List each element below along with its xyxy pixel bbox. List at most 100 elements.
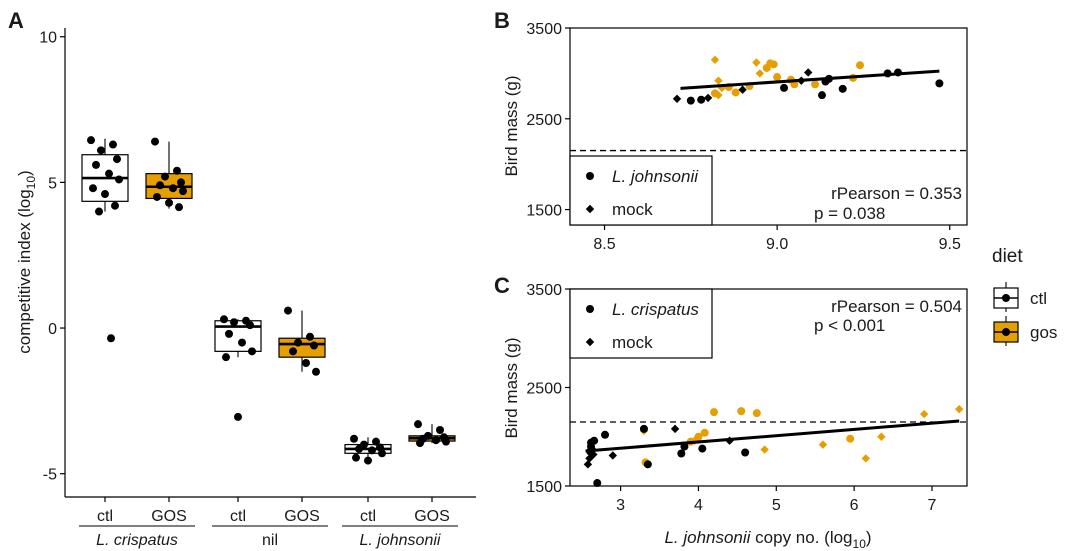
b-point	[714, 76, 723, 85]
box-point	[87, 136, 95, 145]
diet-legend: diet ctl gos	[992, 246, 1057, 346]
c-legend-marker	[586, 305, 594, 313]
b-point	[838, 84, 847, 93]
box-point	[289, 347, 297, 356]
diet-legend-dot	[1002, 328, 1010, 336]
box-point	[101, 190, 109, 199]
panel-b-stat-r: rPearson = 0.353	[831, 184, 962, 203]
box-point	[113, 155, 121, 164]
c-y-tick-label: 3500	[526, 282, 562, 299]
c-point	[601, 430, 610, 439]
box-point	[222, 353, 230, 362]
box-gos	[278, 337, 326, 358]
panel-a-x-tick-label: GOS	[284, 508, 320, 525]
diet-legend-dot	[1002, 294, 1010, 302]
b-point	[752, 58, 761, 67]
diet-legend-items: ctl gos	[993, 282, 1057, 346]
panel-a-x-tick-label: ctl	[97, 508, 113, 525]
b-legend-marker	[586, 172, 594, 180]
c-y-tick-label: 1500	[526, 479, 562, 496]
b-x-tick-label: 9.5	[939, 236, 961, 253]
c-y-tick-label: 2500	[526, 381, 562, 398]
c-point	[818, 440, 828, 449]
box-point	[294, 338, 302, 347]
panel-a-x-tick-label: ctl	[230, 508, 246, 525]
b-legend-label: L. johnsonii	[612, 167, 699, 186]
box-point	[109, 140, 117, 149]
panel-b-axes: 1500 2500 3500 8.5 9.0 9.5	[526, 21, 967, 253]
c-x-tick-label: 6	[850, 497, 859, 514]
panel-b-points	[672, 55, 944, 105]
panel-a-x-tick-label: ctl	[360, 508, 376, 525]
box-point	[246, 321, 254, 330]
b-fit-line	[680, 69, 940, 90]
panel-a-y-axis-title: competitive index (log10)	[15, 170, 38, 353]
b-x-tick-label: 9.0	[766, 236, 788, 253]
panel-c-x-axis-title: L. johnsonii copy no. (log10)	[664, 528, 871, 551]
panel-a-y-tick-label: 0	[48, 321, 57, 338]
box-point	[111, 201, 119, 210]
b-point	[818, 91, 827, 100]
panel-a-y-tick-label: 10	[39, 30, 57, 47]
panel-b-legend: L. johnsonii mock	[569, 155, 713, 226]
c-point	[919, 409, 929, 419]
c-point	[585, 454, 594, 463]
c-legend-label: L. crispatus	[612, 300, 699, 319]
panel-b-y-axis-title: Bird mass (g)	[502, 75, 521, 176]
box-point	[248, 347, 256, 356]
panel-b-frame	[569, 27, 968, 226]
panel-c-stat-r: rPearson = 0.504	[831, 297, 962, 316]
panel-a-group-label: L. johnsonii	[360, 532, 441, 549]
panel-a-y-tick-label: -5	[43, 467, 57, 484]
box-point	[238, 338, 246, 347]
box-point	[230, 318, 238, 327]
box-point	[355, 444, 363, 453]
c-point	[861, 454, 871, 463]
c-point	[846, 434, 855, 443]
box-point	[92, 160, 100, 169]
b-point	[804, 68, 813, 77]
box-point	[364, 456, 372, 465]
c-point	[593, 479, 602, 488]
box-point	[234, 412, 242, 421]
b-y-tick-label: 3500	[526, 21, 562, 38]
b-point	[935, 79, 944, 88]
panel-a-group-label: nil	[262, 532, 278, 549]
b-y-tick-label: 1500	[526, 203, 562, 220]
b-point	[755, 69, 765, 78]
panel-c-legend: L. crispatus mock	[569, 288, 713, 359]
box-point	[177, 178, 185, 187]
box-point	[436, 426, 444, 434]
c-point	[877, 432, 886, 441]
b-point	[710, 55, 720, 64]
panel-a-x-tick-label: GOS	[414, 508, 450, 525]
box-point	[442, 437, 450, 446]
b-point	[811, 80, 820, 89]
c-x-tick-label: 4	[694, 497, 703, 514]
c-fit-line	[585, 419, 960, 453]
box-point	[107, 334, 115, 343]
box-point	[312, 367, 320, 376]
box-point	[105, 169, 113, 178]
box-point	[161, 172, 169, 181]
box-point	[175, 203, 183, 212]
panel-c-y-axis-title: Bird mass (g)	[502, 337, 521, 438]
panel-c-label: C	[494, 273, 510, 298]
c-point	[737, 407, 746, 416]
box-point	[89, 184, 97, 193]
box-point	[414, 420, 422, 429]
b-point	[703, 93, 713, 103]
box-point	[151, 137, 159, 146]
c-x-tick-label: 7	[928, 497, 937, 514]
box-point	[284, 306, 292, 315]
c-legend-marker	[585, 337, 595, 347]
c-point	[677, 449, 686, 458]
box-point	[153, 192, 161, 201]
box-point	[165, 198, 173, 207]
c-x-tick-label: 5	[772, 497, 781, 514]
panel-b-label: B	[494, 8, 510, 33]
b-point	[717, 83, 727, 93]
b-legend-marker	[585, 204, 595, 214]
